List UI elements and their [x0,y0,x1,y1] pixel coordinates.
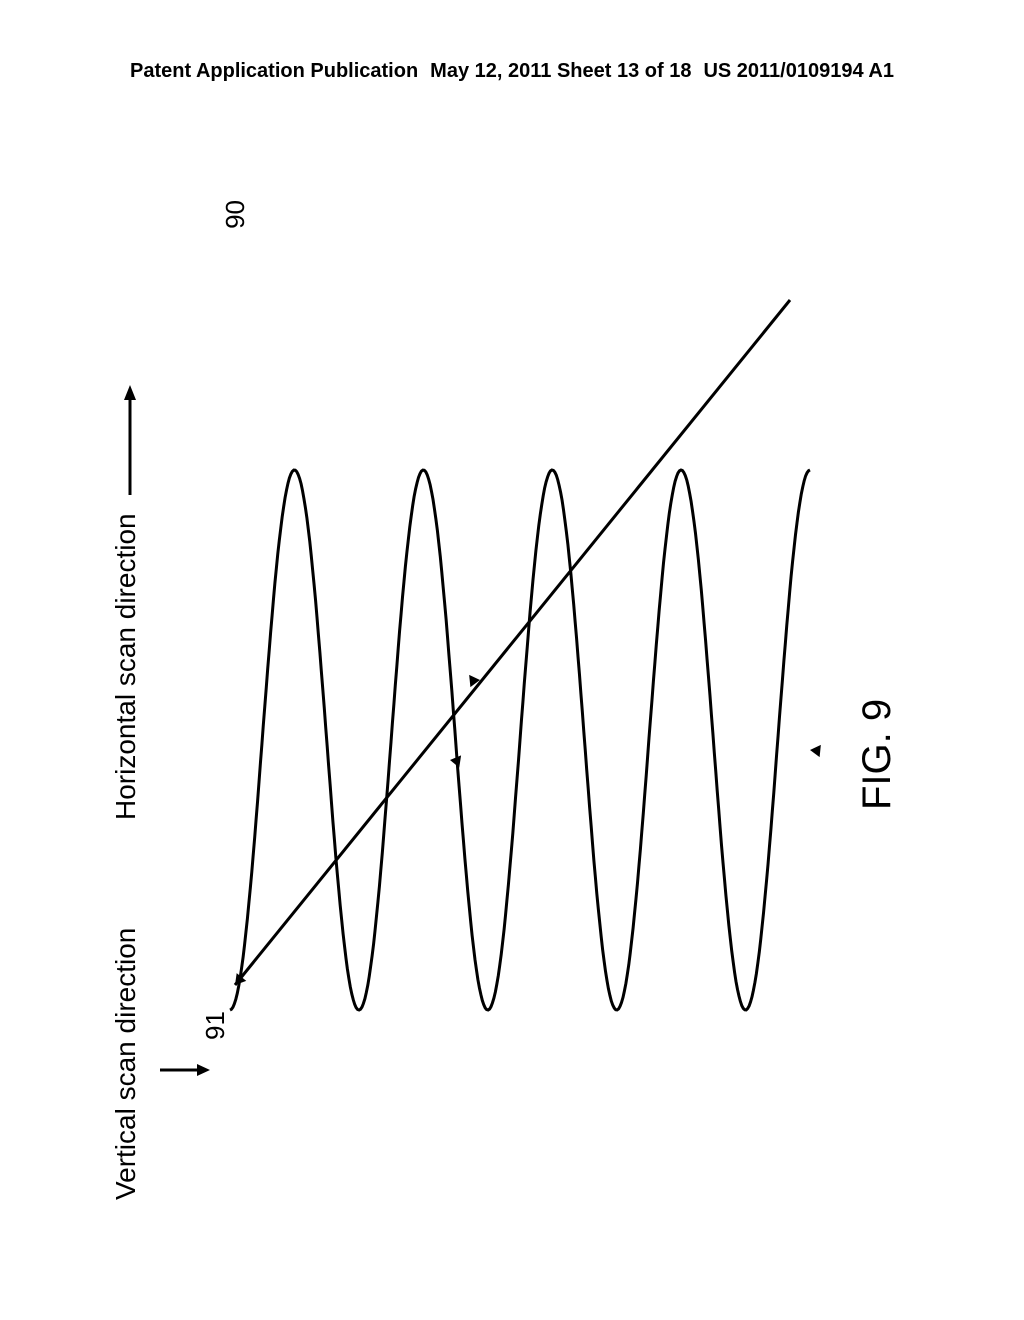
figure-label: FIG. 9 [855,699,900,810]
rotated-figure: Vertical scan direction Horizontal scan … [100,180,920,1240]
figure-container: Vertical scan direction Horizontal scan … [100,180,920,1240]
header-publication: Patent Application Publication [130,60,418,83]
scan-path [230,470,810,1010]
direction-arrow-icon [810,745,821,757]
header-date-sheet: May 12, 2011 Sheet 13 of 18 [430,60,691,83]
scan-pattern-svg [100,180,920,1240]
header-patent-number: US 2011/0109194 A1 [703,60,894,83]
